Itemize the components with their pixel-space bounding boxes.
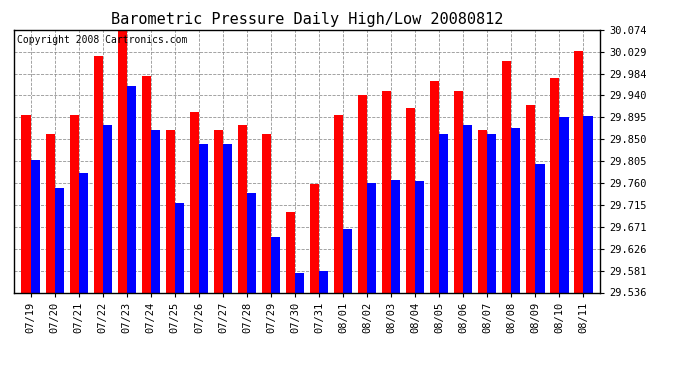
Bar: [286, 213, 295, 292]
Bar: [406, 108, 415, 292]
Bar: [175, 203, 184, 292]
Bar: [367, 183, 376, 292]
Bar: [535, 164, 544, 292]
Bar: [511, 128, 520, 292]
Bar: [382, 90, 391, 292]
Bar: [247, 193, 256, 292]
Bar: [94, 56, 103, 292]
Bar: [55, 188, 63, 292]
Bar: [502, 61, 511, 292]
Bar: [238, 124, 247, 292]
Bar: [70, 115, 79, 292]
Bar: [343, 229, 352, 292]
Bar: [334, 115, 343, 292]
Title: Barometric Pressure Daily High/Low 20080812: Barometric Pressure Daily High/Low 20080…: [111, 12, 503, 27]
Bar: [190, 112, 199, 292]
Bar: [117, 30, 127, 292]
Bar: [560, 117, 569, 292]
Bar: [319, 271, 328, 292]
Bar: [454, 90, 463, 292]
Bar: [214, 129, 223, 292]
Bar: [127, 86, 136, 292]
Bar: [463, 124, 473, 292]
Bar: [103, 124, 112, 292]
Bar: [223, 144, 232, 292]
Bar: [430, 81, 440, 292]
Bar: [584, 116, 593, 292]
Bar: [21, 115, 30, 292]
Bar: [551, 78, 560, 292]
Bar: [358, 95, 367, 292]
Text: Copyright 2008 Cartronics.com: Copyright 2008 Cartronics.com: [17, 35, 187, 45]
Bar: [271, 237, 280, 292]
Bar: [295, 273, 304, 292]
Bar: [141, 76, 151, 292]
Bar: [262, 134, 271, 292]
Bar: [310, 184, 319, 292]
Bar: [440, 134, 449, 292]
Bar: [199, 144, 208, 292]
Bar: [166, 129, 175, 292]
Bar: [30, 160, 40, 292]
Bar: [526, 105, 535, 292]
Bar: [79, 174, 88, 292]
Bar: [46, 134, 55, 292]
Bar: [415, 181, 424, 292]
Bar: [478, 129, 487, 292]
Bar: [151, 129, 160, 292]
Bar: [574, 51, 584, 292]
Bar: [391, 180, 400, 292]
Bar: [487, 134, 497, 292]
